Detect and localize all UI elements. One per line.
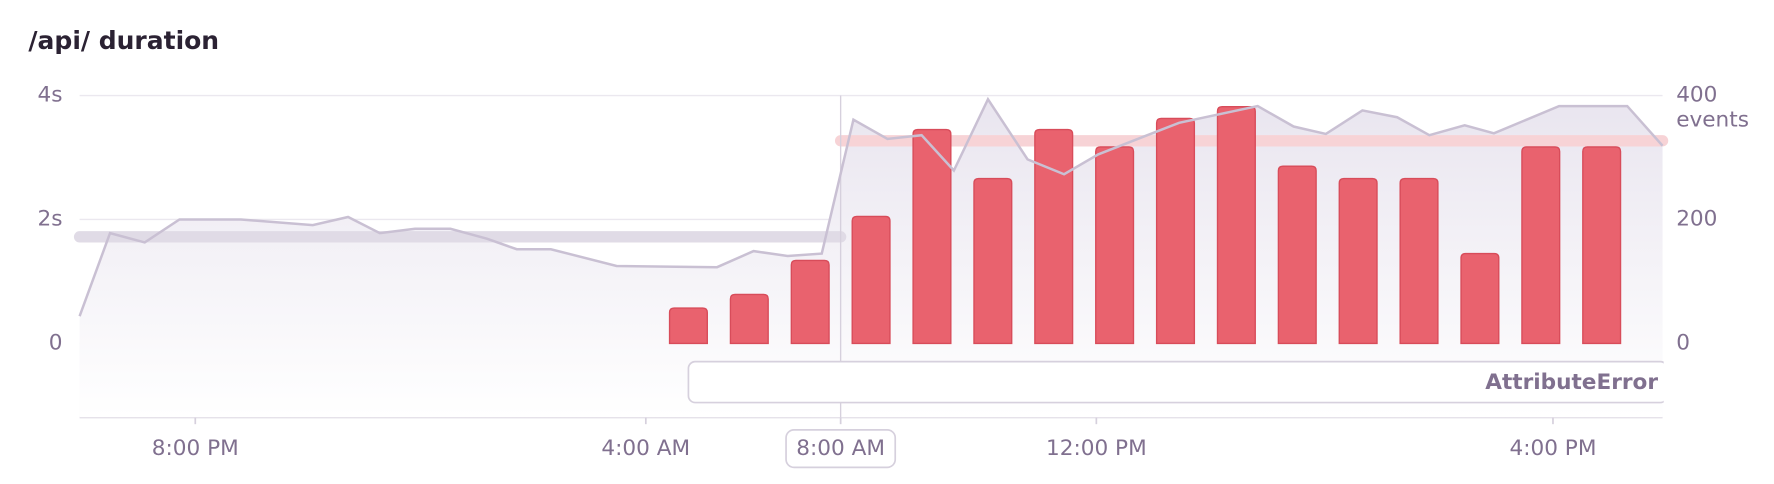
bar (1277, 165, 1317, 345)
right-mask (1663, 352, 1687, 410)
x-tick-highlight (785, 429, 897, 469)
x-tick-label: 12:00 PM (1046, 436, 1147, 461)
annotation-label: AttributeError (1485, 370, 1658, 395)
y2-tick-label: 400 (1676, 83, 1717, 108)
bar (668, 307, 708, 345)
chart-title: /api/ duration (28, 26, 219, 55)
bar (1034, 128, 1074, 345)
y-tick-label: 4s (38, 83, 63, 108)
y2-tick-label: 200 (1676, 206, 1717, 231)
bar (1582, 146, 1622, 345)
bar (1521, 146, 1561, 345)
line (78, 96, 1664, 317)
x-tick-label: 4:00 AM (601, 436, 690, 461)
x-tick-label: 8:00 PM (152, 436, 239, 461)
bar (1399, 177, 1439, 345)
bar (790, 259, 830, 345)
bar (1155, 117, 1196, 345)
y-tick-label: 2s (38, 206, 63, 231)
bar (1095, 146, 1135, 345)
bar (1460, 252, 1500, 345)
bar (729, 293, 769, 345)
bar (912, 128, 952, 345)
bar (1338, 177, 1378, 345)
y2-axis-label: events (1676, 108, 1749, 133)
bar (851, 215, 891, 345)
y-tick-label: 0 (49, 330, 63, 355)
bar (973, 177, 1013, 345)
x-tick-label: 8:00 AM (796, 436, 885, 461)
x-tick-label: 4:00 PM (1509, 436, 1596, 461)
y2-tick-label: 0 (1676, 330, 1690, 355)
bar (1216, 106, 1256, 345)
